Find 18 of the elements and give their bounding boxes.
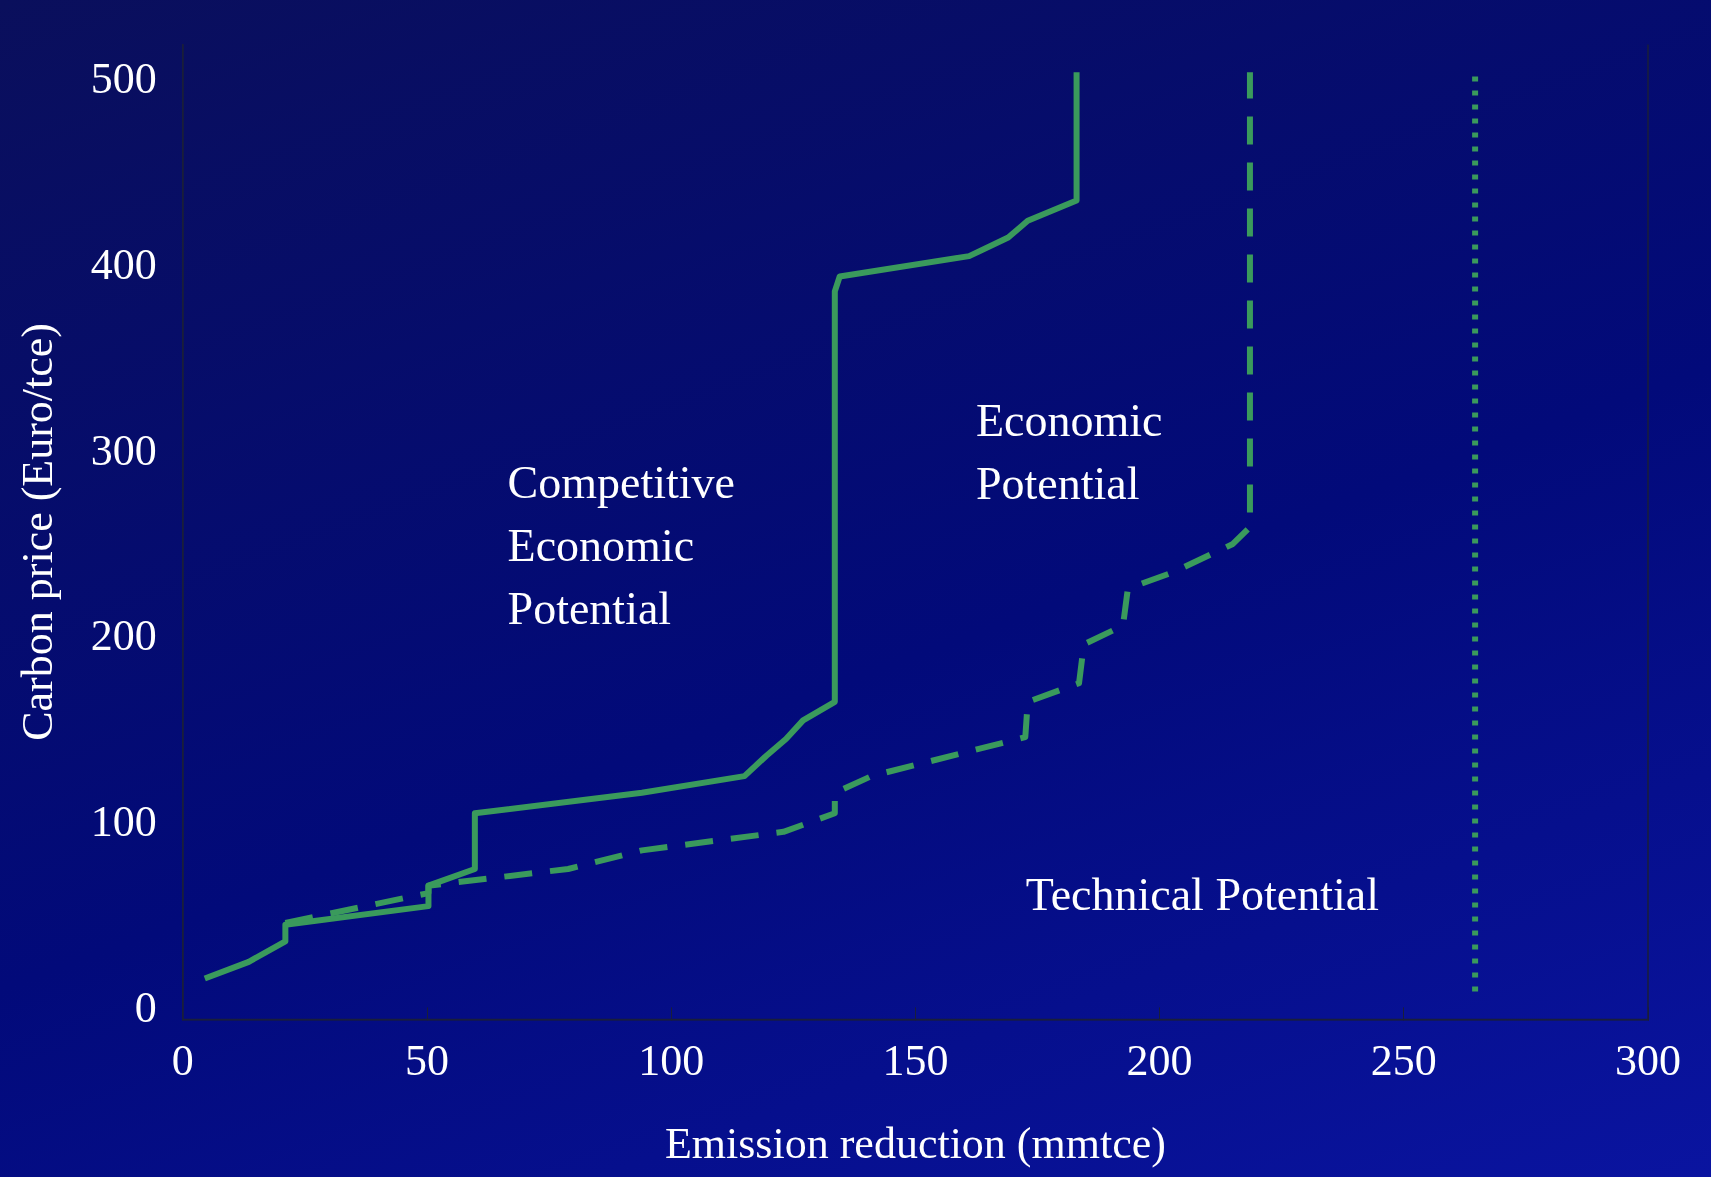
y-tick-label: 300	[90, 425, 157, 475]
x-tick-label: 100	[638, 1036, 705, 1086]
x-tick-label: 0	[171, 1036, 194, 1086]
x-tick-label: 250	[1370, 1036, 1437, 1086]
x-tick-label: 150	[882, 1036, 949, 1086]
y-tick-label: 500	[90, 54, 157, 104]
series-label: Economic Potential	[975, 395, 1163, 510]
y-tick-label: 400	[90, 239, 157, 289]
y-tick-label: 100	[90, 796, 157, 846]
x-axis-title: Emission reduction (mmtce)	[664, 1119, 1166, 1169]
text: Competitive Economic Potential	[507, 456, 736, 634]
y-tick-label: 200	[90, 611, 157, 661]
y-tick-label: 0	[134, 982, 157, 1032]
y-axis-title: Carbon price (Euro/tce)	[12, 322, 62, 741]
x-tick-label: 50	[405, 1036, 449, 1086]
x-tick-label: 200	[1126, 1036, 1193, 1086]
x-tick-label: 300	[1615, 1036, 1681, 1086]
text: Technical Potential	[1025, 868, 1379, 920]
